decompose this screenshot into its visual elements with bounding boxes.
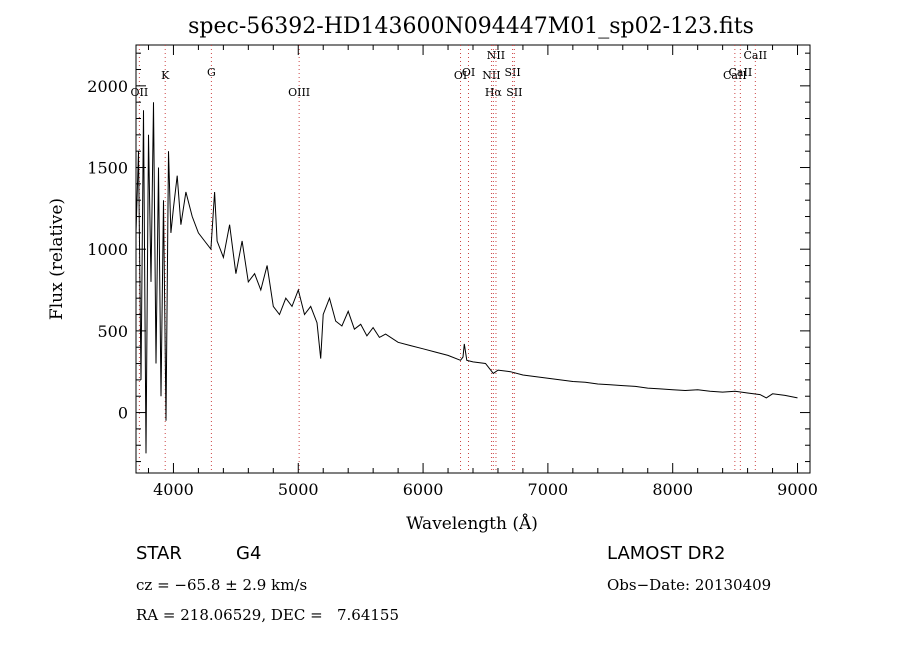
line-marker-label: SII (506, 86, 522, 99)
cz-text: cz = −65.8 ± 2.9 km/s (136, 576, 307, 594)
line-marker-label: CaII (723, 69, 747, 82)
y-tick-label: 1500 (87, 159, 128, 178)
x-tick-label: 8000 (652, 480, 693, 499)
y-tick-label: 1000 (87, 240, 128, 259)
y-tick-label: 500 (97, 322, 128, 341)
line-marker-label: G (207, 66, 216, 79)
x-tick-label: 6000 (403, 480, 444, 499)
line-marker-label: NII (487, 49, 505, 62)
line-marker-label: OIII (288, 86, 310, 99)
x-axis-label: Wavelength (Å) (406, 513, 538, 534)
line-marker-label: NII (482, 69, 500, 82)
coords-text: RA = 218.06529, DEC = 7.64155 (136, 606, 399, 624)
axis-ticks: 4000 5000 6000 7000 8000 9000 0 500 1000 1500 2000 (87, 45, 818, 499)
x-tick-label: 7000 (528, 480, 569, 499)
line-marker-label: OI (462, 66, 475, 79)
line-marker-label: CaII (729, 66, 753, 79)
x-tick-label: 4000 (153, 480, 194, 499)
y-tick-label: 0 (118, 404, 128, 423)
line-marker-label: OII (131, 86, 149, 99)
y-tick-label: 2000 (87, 77, 128, 96)
subclass-label: G4 (236, 543, 261, 564)
class-label: STAR (136, 543, 182, 564)
line-marker-label: OI (454, 69, 467, 82)
spectrum-line (135, 102, 798, 454)
line-marker-label: K (161, 69, 170, 82)
y-axis-label: Flux (relative) (47, 198, 67, 320)
chart-title: spec-56392-HD143600N094447M01_sp02-123.f… (188, 14, 754, 39)
line-marker-label: SII (504, 66, 520, 79)
line-marker-label: CaII (743, 49, 767, 62)
obs-date-text: Obs−Date: 20130409 (607, 576, 771, 594)
x-tick-label: 9000 (777, 480, 818, 499)
x-tick-label: 5000 (278, 480, 319, 499)
survey-label: LAMOST DR2 (607, 543, 725, 564)
line-marker-label: Hα (485, 86, 503, 99)
plot-frame (135, 44, 811, 474)
